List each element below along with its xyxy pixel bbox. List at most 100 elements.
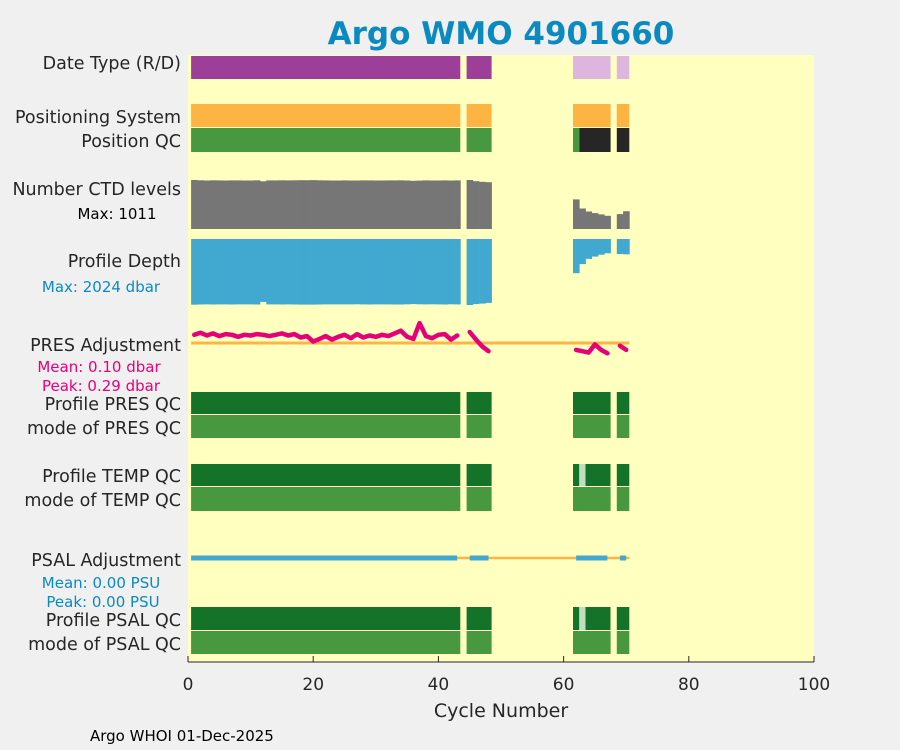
depth-bar-2 bbox=[197, 239, 204, 305]
depth-bar-32 bbox=[385, 239, 392, 305]
profile-psal-qc-segment-4 bbox=[585, 607, 611, 630]
ctd-bar-27 bbox=[353, 180, 361, 229]
pres-adjustment-line bbox=[192, 320, 629, 356]
depth-bar-31 bbox=[378, 239, 386, 305]
depth-bar-38 bbox=[422, 239, 430, 305]
ctd-bar-2 bbox=[197, 180, 204, 229]
ctd-bar-6 bbox=[222, 180, 229, 229]
x-axis-label: Cycle Number bbox=[434, 700, 568, 722]
plot-area bbox=[188, 55, 814, 662]
depth-bar-1 bbox=[191, 239, 198, 305]
depth-bar-67 bbox=[604, 239, 611, 254]
profile-temp-qc-segment-3 bbox=[579, 464, 586, 486]
ctd-bar-36 bbox=[410, 180, 417, 229]
date-type-segment-3 bbox=[616, 56, 630, 79]
ctd-bar-46 bbox=[472, 181, 480, 229]
depth-bar-30 bbox=[372, 239, 380, 305]
pos-qc-segment-3 bbox=[579, 128, 611, 152]
label-profile-psal-qc: Profile PSAL QC bbox=[46, 611, 181, 631]
ctd-bar-37 bbox=[416, 180, 424, 229]
depth-bar-33 bbox=[391, 239, 399, 305]
label-ctd-max: Max: 1011 bbox=[77, 205, 156, 223]
depth-bar-47 bbox=[479, 239, 486, 304]
mode-pres-qc-segment-2 bbox=[573, 415, 611, 438]
profile-psal-qc-segment-2 bbox=[573, 607, 580, 630]
depth-bar-28 bbox=[360, 239, 367, 305]
label-mode-temp-qc: mode of TEMP QC bbox=[24, 491, 181, 511]
ctd-bar-10 bbox=[247, 180, 255, 229]
label-pres-peak: Peak: 0.29 dbar bbox=[42, 377, 161, 395]
ctd-bar-70 bbox=[623, 211, 630, 229]
depth-bar-23 bbox=[328, 239, 336, 305]
profile-temp-qc-segment-4 bbox=[585, 464, 611, 486]
mode-psal-qc-segment-0 bbox=[191, 631, 461, 654]
ctd-bar-11 bbox=[253, 180, 261, 229]
label-psal-mean: Mean: 0.00 PSU bbox=[42, 574, 160, 592]
ctd-bar-28 bbox=[360, 180, 367, 229]
date-type-segment-2 bbox=[573, 56, 611, 79]
x-tick-label-60: 60 bbox=[553, 675, 575, 695]
ctd-bar-65 bbox=[591, 213, 599, 229]
depth-bar-22 bbox=[322, 239, 330, 305]
ctd-bar-38 bbox=[422, 180, 430, 229]
depth-bar-14 bbox=[272, 239, 280, 305]
depth-bar-6 bbox=[222, 239, 229, 305]
label-profile-temp-qc: Profile TEMP QC bbox=[42, 467, 181, 487]
date-type-segment-0 bbox=[191, 56, 461, 79]
mode-pres-qc-segment-0 bbox=[191, 415, 461, 438]
label-mode-pres-qc: mode of PRES QC bbox=[27, 419, 181, 439]
label-mode-psal-qc: mode of PSAL QC bbox=[28, 635, 181, 655]
pos-qc-segment-1 bbox=[466, 128, 492, 152]
label-psal-adjustment: PSAL Adjustment bbox=[31, 551, 181, 571]
ctd-bar-43 bbox=[454, 180, 461, 229]
depth-bar-48 bbox=[485, 239, 492, 303]
mode-temp-qc-segment-0 bbox=[191, 487, 461, 511]
depth-bar-18 bbox=[297, 239, 305, 305]
ctd-bar-35 bbox=[404, 180, 411, 229]
pos-qc-segment-0 bbox=[191, 128, 461, 152]
ctd-bar-66 bbox=[598, 214, 605, 229]
ctd-bar-17 bbox=[291, 180, 298, 229]
label-positioning-system: Positioning System bbox=[15, 108, 181, 128]
ctd-bar-25 bbox=[341, 180, 348, 229]
profile-pres-qc-segment-1 bbox=[466, 392, 492, 414]
mode-pres-qc-segment-3 bbox=[616, 415, 630, 438]
depth-bar-46 bbox=[472, 239, 480, 305]
mode-temp-qc-segment-2 bbox=[573, 487, 611, 511]
row-labels: Date Type (R/D) Positioning System Posit… bbox=[12, 54, 181, 655]
ctd-bar-23 bbox=[328, 180, 336, 229]
depth-bar-10 bbox=[247, 239, 255, 305]
mode-temp-qc-segment-1 bbox=[466, 487, 492, 511]
depth-bar-39 bbox=[429, 239, 436, 305]
label-profile-depth: Profile Depth bbox=[68, 252, 181, 272]
chart-title: Argo WMO 4901660 bbox=[328, 16, 675, 52]
depth-bar-16 bbox=[285, 239, 292, 305]
ctd-bar-47 bbox=[479, 181, 486, 229]
ctd-bar-19 bbox=[303, 180, 311, 229]
ctd-bar-18 bbox=[297, 180, 305, 229]
ctd-bar-12 bbox=[260, 181, 267, 229]
ctd-bar-41 bbox=[441, 180, 449, 229]
depth-bar-34 bbox=[397, 239, 405, 305]
label-depth-max: Max: 2024 dbar bbox=[42, 278, 161, 296]
profile-pres-qc-segment-2 bbox=[573, 392, 611, 414]
depth-bar-21 bbox=[316, 239, 323, 305]
ctd-bar-26 bbox=[347, 180, 355, 229]
ctd-bar-22 bbox=[322, 180, 330, 229]
depth-bar-69 bbox=[616, 239, 624, 254]
ctd-bar-4 bbox=[209, 180, 217, 229]
depth-bar-66 bbox=[598, 239, 605, 255]
mode-psal-qc-segment-3 bbox=[616, 631, 630, 654]
ctd-bar-69 bbox=[616, 214, 624, 229]
ctd-bar-9 bbox=[241, 180, 248, 229]
profile-temp-qc-segment-5 bbox=[616, 464, 630, 486]
chart-marks bbox=[191, 56, 630, 654]
profile-temp-qc-segment-1 bbox=[466, 464, 492, 486]
depth-bar-11 bbox=[253, 239, 261, 305]
label-pres-adjustment: PRES Adjustment bbox=[30, 336, 181, 356]
mode-psal-qc-segment-2 bbox=[573, 631, 611, 654]
ctd-bar-34 bbox=[397, 180, 405, 229]
depth-bar-17 bbox=[291, 239, 298, 305]
ctd-bar-21 bbox=[316, 180, 323, 229]
ctd-bar-67 bbox=[604, 215, 611, 229]
